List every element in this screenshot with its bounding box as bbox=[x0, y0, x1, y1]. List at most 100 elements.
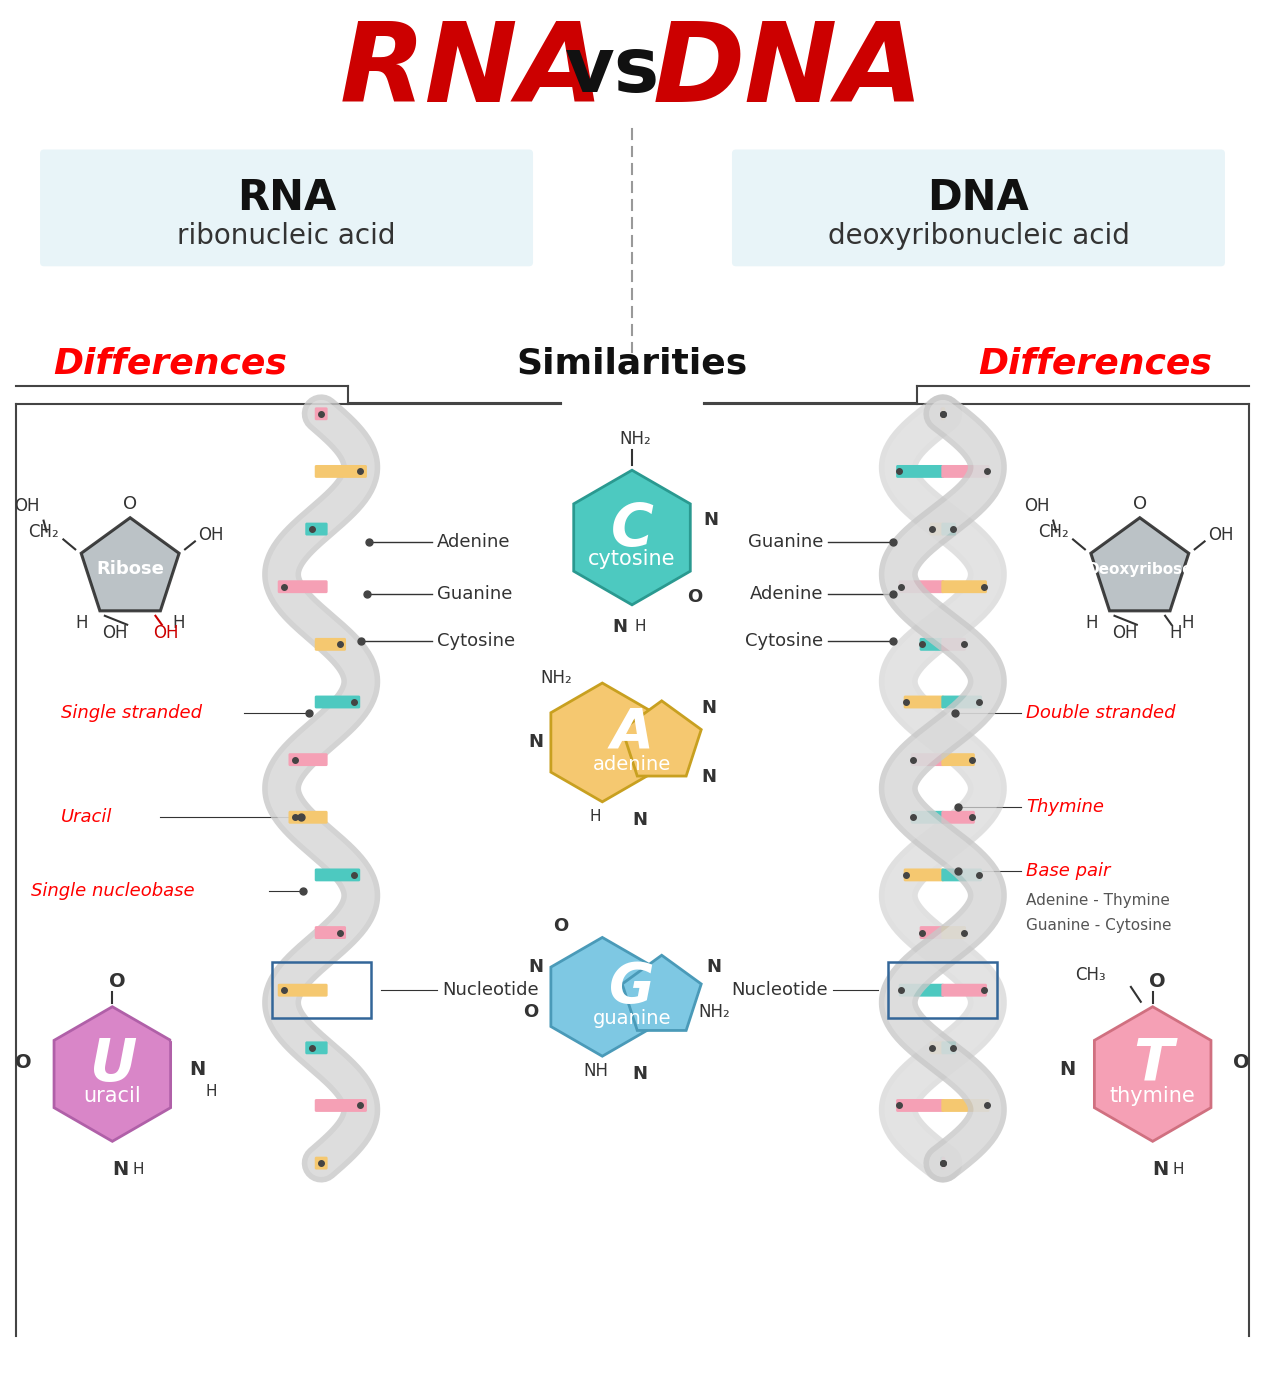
FancyBboxPatch shape bbox=[288, 753, 328, 766]
Text: Guanine: Guanine bbox=[748, 534, 824, 552]
Text: H: H bbox=[634, 619, 645, 634]
FancyBboxPatch shape bbox=[911, 810, 944, 824]
Text: NH₂: NH₂ bbox=[619, 430, 651, 448]
Text: CH₂: CH₂ bbox=[1037, 523, 1069, 541]
FancyBboxPatch shape bbox=[930, 1041, 944, 1054]
Text: OH: OH bbox=[1023, 496, 1049, 514]
Text: O: O bbox=[553, 916, 568, 934]
Text: N: N bbox=[703, 510, 719, 528]
FancyBboxPatch shape bbox=[315, 407, 328, 420]
FancyBboxPatch shape bbox=[305, 523, 328, 535]
FancyBboxPatch shape bbox=[920, 926, 944, 940]
Text: H: H bbox=[1182, 614, 1194, 631]
Text: Cytosine: Cytosine bbox=[436, 632, 515, 651]
Text: Differences: Differences bbox=[53, 346, 287, 381]
Text: RNA: RNA bbox=[237, 177, 336, 220]
Text: Guanine: Guanine bbox=[436, 585, 512, 603]
FancyBboxPatch shape bbox=[941, 869, 982, 881]
Polygon shape bbox=[574, 470, 691, 605]
Text: thymine: thymine bbox=[1109, 1086, 1195, 1106]
Polygon shape bbox=[1090, 517, 1189, 610]
Text: N: N bbox=[529, 734, 544, 752]
FancyBboxPatch shape bbox=[305, 1041, 328, 1054]
FancyBboxPatch shape bbox=[930, 523, 944, 535]
Text: deoxyribonucleic acid: deoxyribonucleic acid bbox=[827, 221, 1130, 250]
Text: CH₂: CH₂ bbox=[28, 523, 59, 541]
FancyBboxPatch shape bbox=[940, 407, 944, 420]
Text: N: N bbox=[702, 769, 717, 787]
FancyBboxPatch shape bbox=[278, 580, 328, 594]
Text: RNA: RNA bbox=[339, 18, 603, 125]
Text: Deoxyribose: Deoxyribose bbox=[1087, 562, 1193, 577]
Polygon shape bbox=[622, 955, 701, 1030]
FancyBboxPatch shape bbox=[941, 407, 945, 420]
Text: Guanine - Cytosine: Guanine - Cytosine bbox=[1026, 917, 1171, 933]
Text: N: N bbox=[113, 1159, 128, 1179]
Text: OH: OH bbox=[199, 527, 224, 545]
FancyBboxPatch shape bbox=[941, 695, 982, 709]
Text: Base pair: Base pair bbox=[1026, 862, 1111, 880]
Polygon shape bbox=[81, 517, 180, 610]
FancyBboxPatch shape bbox=[315, 638, 347, 651]
FancyBboxPatch shape bbox=[732, 150, 1225, 267]
Text: O: O bbox=[109, 973, 125, 991]
FancyBboxPatch shape bbox=[896, 1099, 944, 1112]
FancyBboxPatch shape bbox=[896, 466, 944, 478]
Text: H: H bbox=[1169, 624, 1182, 642]
FancyBboxPatch shape bbox=[40, 150, 533, 267]
Text: OH: OH bbox=[1208, 527, 1233, 545]
Text: Cytosine: Cytosine bbox=[745, 632, 824, 651]
FancyBboxPatch shape bbox=[898, 580, 944, 594]
FancyBboxPatch shape bbox=[941, 580, 987, 594]
Text: DNA: DNA bbox=[653, 18, 923, 125]
Text: NH₂: NH₂ bbox=[698, 1002, 730, 1020]
Text: Thymine: Thymine bbox=[1026, 798, 1104, 816]
Text: Nucleotide: Nucleotide bbox=[441, 981, 539, 999]
FancyBboxPatch shape bbox=[903, 869, 944, 881]
Text: Adenine - Thymine: Adenine - Thymine bbox=[1026, 894, 1170, 908]
Text: N: N bbox=[612, 617, 627, 635]
Text: Single nucleobase: Single nucleobase bbox=[32, 881, 195, 899]
Text: G: G bbox=[610, 960, 655, 1013]
Text: adenine: adenine bbox=[593, 755, 672, 774]
Text: H: H bbox=[76, 614, 89, 631]
Text: N: N bbox=[702, 699, 717, 717]
FancyBboxPatch shape bbox=[941, 523, 956, 535]
Text: Differences: Differences bbox=[978, 346, 1212, 381]
FancyBboxPatch shape bbox=[278, 984, 328, 997]
Text: cytosine: cytosine bbox=[588, 549, 676, 570]
Text: NH: NH bbox=[583, 1062, 608, 1080]
FancyBboxPatch shape bbox=[941, 1041, 956, 1054]
Polygon shape bbox=[550, 937, 654, 1056]
Polygon shape bbox=[622, 701, 701, 776]
FancyBboxPatch shape bbox=[315, 695, 361, 709]
Text: U: U bbox=[89, 1036, 137, 1093]
Text: OH: OH bbox=[153, 624, 178, 642]
Text: Adenine: Adenine bbox=[436, 534, 511, 552]
Text: Nucleotide: Nucleotide bbox=[731, 981, 829, 999]
FancyBboxPatch shape bbox=[288, 810, 328, 824]
FancyBboxPatch shape bbox=[315, 926, 347, 940]
Polygon shape bbox=[54, 1006, 171, 1141]
Text: T: T bbox=[1132, 1036, 1173, 1093]
Text: H: H bbox=[206, 1084, 218, 1099]
Text: O: O bbox=[1150, 973, 1166, 991]
Bar bbox=[888, 962, 997, 1017]
Text: N: N bbox=[707, 958, 721, 976]
Text: guanine: guanine bbox=[593, 1009, 672, 1029]
Text: N: N bbox=[632, 810, 648, 828]
Text: C: C bbox=[611, 502, 654, 559]
Text: H: H bbox=[1085, 614, 1098, 631]
FancyBboxPatch shape bbox=[941, 926, 966, 940]
Text: A: A bbox=[611, 706, 654, 759]
Text: Ribose: Ribose bbox=[96, 560, 164, 578]
FancyBboxPatch shape bbox=[315, 1099, 367, 1112]
Text: N: N bbox=[190, 1059, 206, 1079]
Text: OH: OH bbox=[14, 496, 39, 514]
Text: H: H bbox=[1173, 1162, 1184, 1176]
Text: H: H bbox=[589, 809, 601, 824]
Text: ribonucleic acid: ribonucleic acid bbox=[177, 221, 396, 250]
Text: N: N bbox=[632, 1065, 648, 1083]
FancyBboxPatch shape bbox=[315, 466, 367, 478]
FancyBboxPatch shape bbox=[941, 638, 966, 651]
